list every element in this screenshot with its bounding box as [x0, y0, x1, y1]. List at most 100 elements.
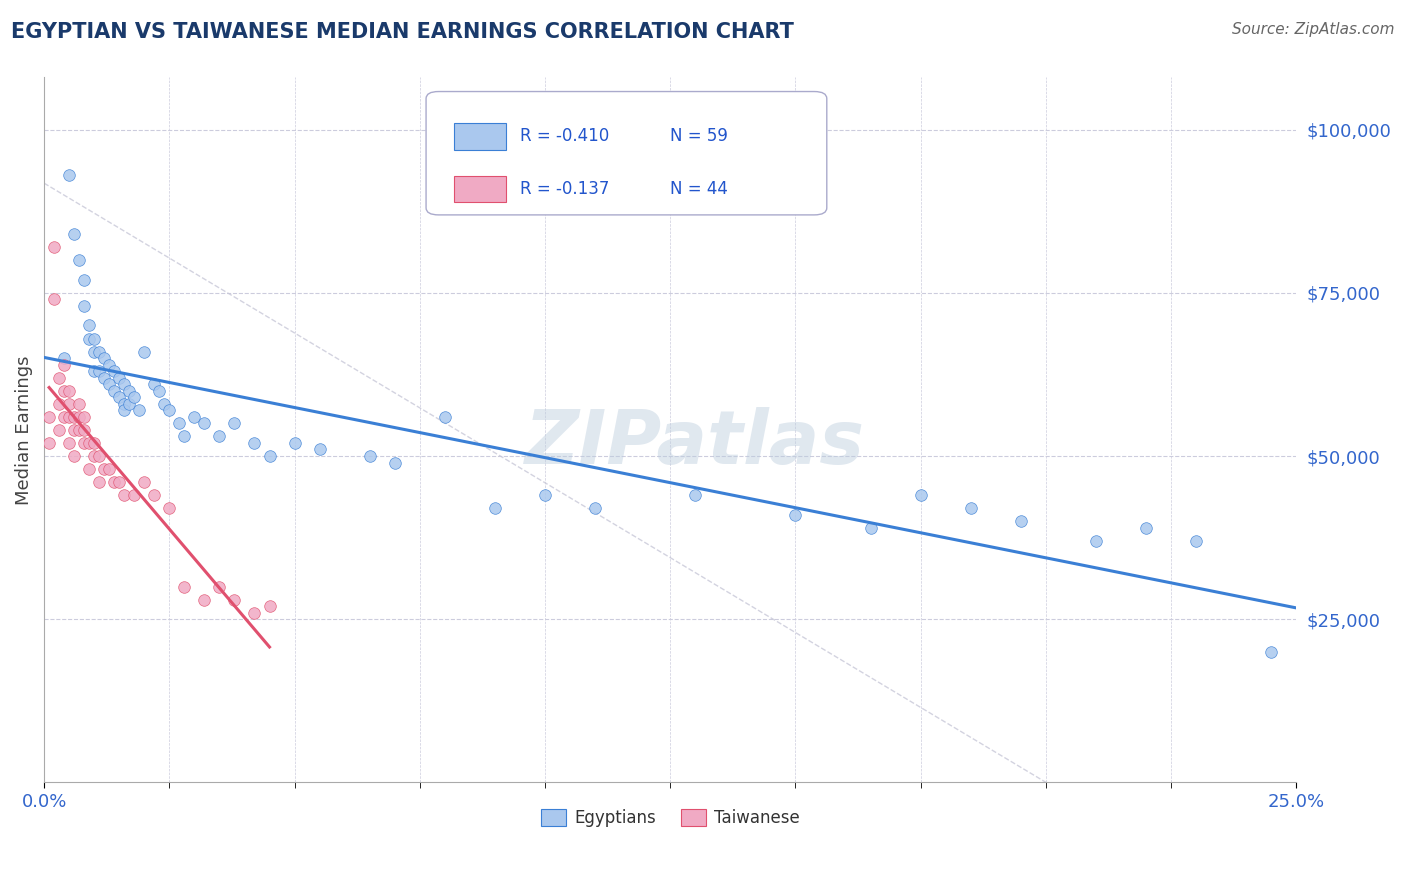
Point: [83, 449, 105, 463]
Text: ZIPatlas: ZIPatlas: [526, 408, 865, 481]
Point: [98, 377, 121, 392]
FancyBboxPatch shape: [454, 123, 506, 150]
Point: [83, 436, 105, 450]
Point: [534, 488, 557, 502]
Point: [53, 384, 76, 398]
Point: [118, 397, 141, 411]
Point: [208, 429, 231, 443]
Point: [118, 384, 141, 398]
Point: [98, 462, 121, 476]
Point: [583, 501, 606, 516]
Point: [112, 488, 135, 502]
Point: [134, 344, 156, 359]
Point: [48, 423, 70, 437]
Point: [685, 488, 707, 502]
Point: [359, 449, 381, 463]
Point: [1260, 645, 1282, 659]
Point: [58, 397, 80, 411]
Point: [83, 332, 105, 346]
Point: [48, 397, 70, 411]
Point: [93, 370, 115, 384]
Point: [433, 409, 456, 424]
Point: [38, 409, 60, 424]
Point: [148, 384, 170, 398]
Text: R = -0.410: R = -0.410: [520, 127, 609, 145]
Point: [308, 442, 330, 457]
Point: [103, 364, 125, 378]
Point: [67, 409, 90, 424]
Text: R = -0.137: R = -0.137: [520, 179, 609, 197]
Point: [98, 358, 121, 372]
Point: [1010, 514, 1032, 528]
Point: [134, 475, 156, 489]
Point: [93, 351, 115, 365]
Point: [785, 508, 807, 522]
Point: [89, 344, 111, 359]
Point: [108, 475, 131, 489]
Point: [93, 462, 115, 476]
Point: [73, 299, 96, 313]
Point: [193, 592, 215, 607]
Point: [1085, 533, 1108, 548]
Point: [183, 409, 205, 424]
Point: [143, 377, 166, 392]
Point: [53, 358, 76, 372]
Y-axis label: Median Earnings: Median Earnings: [15, 355, 32, 505]
Point: [208, 580, 231, 594]
FancyBboxPatch shape: [454, 176, 506, 202]
Point: [77, 436, 100, 450]
Point: [484, 501, 506, 516]
Point: [384, 456, 406, 470]
Point: [58, 169, 80, 183]
Text: N = 59: N = 59: [671, 127, 728, 145]
Point: [89, 475, 111, 489]
Point: [73, 423, 96, 437]
Point: [53, 351, 76, 365]
Point: [243, 606, 266, 620]
Point: [83, 364, 105, 378]
Point: [1185, 533, 1208, 548]
Point: [112, 403, 135, 417]
Point: [1135, 521, 1157, 535]
Point: [153, 397, 176, 411]
Point: [959, 501, 981, 516]
Point: [224, 417, 246, 431]
Point: [67, 397, 90, 411]
Point: [58, 384, 80, 398]
Point: [193, 417, 215, 431]
Point: [42, 240, 65, 254]
Point: [157, 501, 180, 516]
Point: [224, 592, 246, 607]
Point: [58, 436, 80, 450]
Point: [103, 475, 125, 489]
Point: [124, 488, 146, 502]
Point: [73, 436, 96, 450]
Point: [42, 293, 65, 307]
Point: [243, 436, 266, 450]
Point: [67, 423, 90, 437]
Point: [910, 488, 932, 502]
Text: EGYPTIAN VS TAIWANESE MEDIAN EARNINGS CORRELATION CHART: EGYPTIAN VS TAIWANESE MEDIAN EARNINGS CO…: [11, 22, 794, 42]
Point: [73, 409, 96, 424]
Point: [108, 370, 131, 384]
Point: [77, 332, 100, 346]
Point: [143, 488, 166, 502]
Point: [77, 462, 100, 476]
Point: [112, 377, 135, 392]
Point: [173, 580, 195, 594]
Point: [89, 449, 111, 463]
Legend: Egyptians, Taiwanese: Egyptians, Taiwanese: [534, 803, 807, 834]
Point: [157, 403, 180, 417]
Point: [89, 364, 111, 378]
Point: [859, 521, 882, 535]
Text: Source: ZipAtlas.com: Source: ZipAtlas.com: [1232, 22, 1395, 37]
Point: [124, 390, 146, 404]
Point: [284, 436, 307, 450]
Point: [53, 409, 76, 424]
Point: [103, 384, 125, 398]
Point: [63, 227, 86, 241]
Point: [259, 449, 281, 463]
Text: N = 44: N = 44: [671, 179, 728, 197]
Point: [38, 436, 60, 450]
Point: [67, 253, 90, 268]
